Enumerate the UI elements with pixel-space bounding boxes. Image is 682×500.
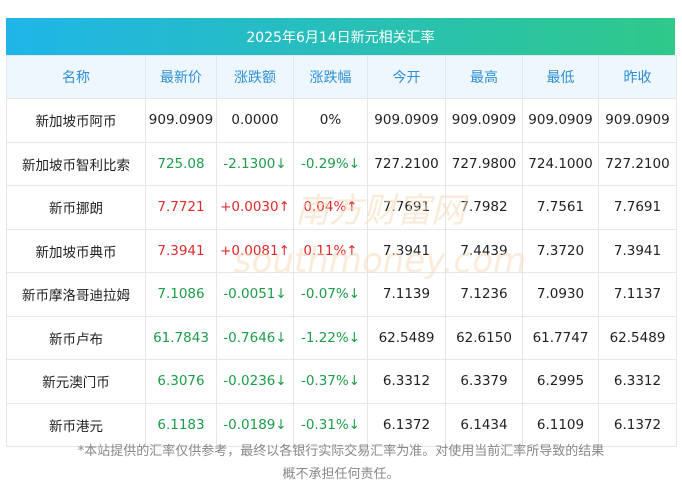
change-percent: 0.11%↑ — [293, 228, 368, 273]
latest-price: 725.08 — [145, 141, 217, 186]
open-price: 62.5489 — [367, 315, 446, 360]
column-header: 涨跌额 — [216, 55, 294, 99]
change-percent: -0.07%↓ — [293, 272, 368, 317]
currency-name: 新币摩洛哥迪拉姆 — [6, 272, 146, 317]
latest-price: 6.1183 — [145, 402, 217, 447]
high-price: 7.4439 — [445, 228, 523, 273]
prev-close: 6.3312 — [598, 359, 677, 404]
currency-name: 新加坡币智利比索 — [6, 141, 146, 186]
prev-close: 6.1372 — [598, 402, 677, 447]
change-amount: -0.7646↓ — [216, 315, 294, 360]
change-percent: 0% — [293, 98, 368, 143]
disclaimer: *本站提供的汇率仅供参考，最终以各银行实际交易汇率为准。对使用当前汇率所导致的结… — [0, 440, 682, 486]
currency-name: 新币挪朗 — [6, 185, 146, 230]
high-price: 6.3379 — [445, 359, 523, 404]
prev-close: 727.2100 — [598, 141, 677, 186]
table-row: 新币摩洛哥迪拉姆 7.1086 -0.0051↓ -0.07%↓ 7.1139 7.123… — [6, 272, 677, 317]
open-price: 727.2100 — [367, 141, 446, 186]
change-amount: 0.0000 — [216, 98, 294, 143]
latest-price: 6.3076 — [145, 359, 217, 404]
prev-close: 909.0909 — [598, 98, 677, 143]
disclaimer-line: *本站提供的汇率仅供参考，最终以各银行实际交易汇率为准。对使用当前汇率所导致的结… — [77, 444, 605, 459]
currency-name: 新币港元 — [6, 402, 146, 447]
change-amount: -0.0236↓ — [216, 359, 294, 404]
page-title-text: 2025年6月14日新元相关汇率 — [246, 29, 435, 46]
change-amount: +0.0081↑ — [216, 228, 294, 273]
low-price: 6.1109 — [522, 402, 599, 447]
change-percent: -0.31%↓ — [293, 402, 368, 447]
disclaimer-line: 概不承担任何责任。 — [282, 467, 400, 482]
column-header: 今开 — [367, 55, 446, 99]
low-price: 6.2995 — [522, 359, 599, 404]
change-percent: -1.22%↓ — [293, 315, 368, 360]
open-price: 909.0909 — [367, 98, 446, 143]
low-price: 61.7747 — [522, 315, 599, 360]
open-price: 7.3941 — [367, 228, 446, 273]
rates-table: 名称 最新价 涨跌额 涨跌幅 今开 最高 最低 昨收 新加坡币阿币 909.090… — [6, 55, 677, 447]
prev-close: 62.5489 — [598, 315, 677, 360]
change-amount: -0.0051↓ — [216, 272, 294, 317]
column-header: 最低 — [522, 55, 599, 99]
table-row: 新加坡币典币 7.3941 +0.0081↑ 0.11%↑ 7.3941 7.4439 7.… — [6, 228, 677, 273]
high-price: 7.1236 — [445, 272, 523, 317]
low-price: 909.0909 — [522, 98, 599, 143]
column-header: 名称 — [6, 55, 146, 99]
column-header: 最新价 — [145, 55, 217, 99]
table-header-row: 名称 最新价 涨跌额 涨跌幅 今开 最高 最低 昨收 — [6, 55, 677, 99]
latest-price: 7.1086 — [145, 272, 217, 317]
table-row: 新币卢布 61.7843 -0.7646↓ -1.22%↓ 62.5489 62.6150… — [6, 315, 677, 360]
low-price: 7.0930 — [522, 272, 599, 317]
open-price: 7.1139 — [367, 272, 446, 317]
high-price: 7.7982 — [445, 185, 523, 230]
high-price: 727.9800 — [445, 141, 523, 186]
currency-name: 新元澳门币 — [6, 359, 146, 404]
column-header: 昨收 — [598, 55, 677, 99]
change-percent: -0.37%↓ — [293, 359, 368, 404]
latest-price: 7.7721 — [145, 185, 217, 230]
low-price: 7.3720 — [522, 228, 599, 273]
latest-price: 7.3941 — [145, 228, 217, 273]
change-percent: 0.04%↑ — [293, 185, 368, 230]
table-row: 新币挪朗 7.7721 +0.0030↑ 0.04%↑ 7.7691 7.7982 7.75… — [6, 185, 677, 230]
prev-close: 7.3941 — [598, 228, 677, 273]
currency-name: 新加坡币典币 — [6, 228, 146, 273]
table-row: 新币港元 6.1183 -0.0189↓ -0.31%↓ 6.1372 6.1434 6.1… — [6, 402, 677, 447]
latest-price: 61.7843 — [145, 315, 217, 360]
low-price: 724.1000 — [522, 141, 599, 186]
high-price: 62.6150 — [445, 315, 523, 360]
low-price: 7.7561 — [522, 185, 599, 230]
prev-close: 7.1137 — [598, 272, 677, 317]
column-header: 最高 — [445, 55, 523, 99]
currency-name: 新加坡币阿币 — [6, 98, 146, 143]
open-price: 7.7691 — [367, 185, 446, 230]
table-row: 新加坡币阿币 909.0909 0.0000 0% 909.0909 909.0909 90… — [6, 98, 677, 143]
open-price: 6.3312 — [367, 359, 446, 404]
page-title: 2025年6月14日新元相关汇率 — [6, 18, 675, 55]
prev-close: 7.7691 — [598, 185, 677, 230]
currency-name: 新币卢布 — [6, 315, 146, 360]
change-percent: -0.29%↓ — [293, 141, 368, 186]
high-price: 909.0909 — [445, 98, 523, 143]
change-amount: +0.0030↑ — [216, 185, 294, 230]
latest-price: 909.0909 — [145, 98, 217, 143]
table-row: 新元澳门币 6.3076 -0.0236↓ -0.37%↓ 6.3312 6.3379 6.… — [6, 359, 677, 404]
table-row: 新加坡币智利比索 725.08 -2.1300↓ -0.29%↓ 727.2100 727… — [6, 141, 677, 186]
change-amount: -2.1300↓ — [216, 141, 294, 186]
column-header: 涨跌幅 — [293, 55, 368, 99]
